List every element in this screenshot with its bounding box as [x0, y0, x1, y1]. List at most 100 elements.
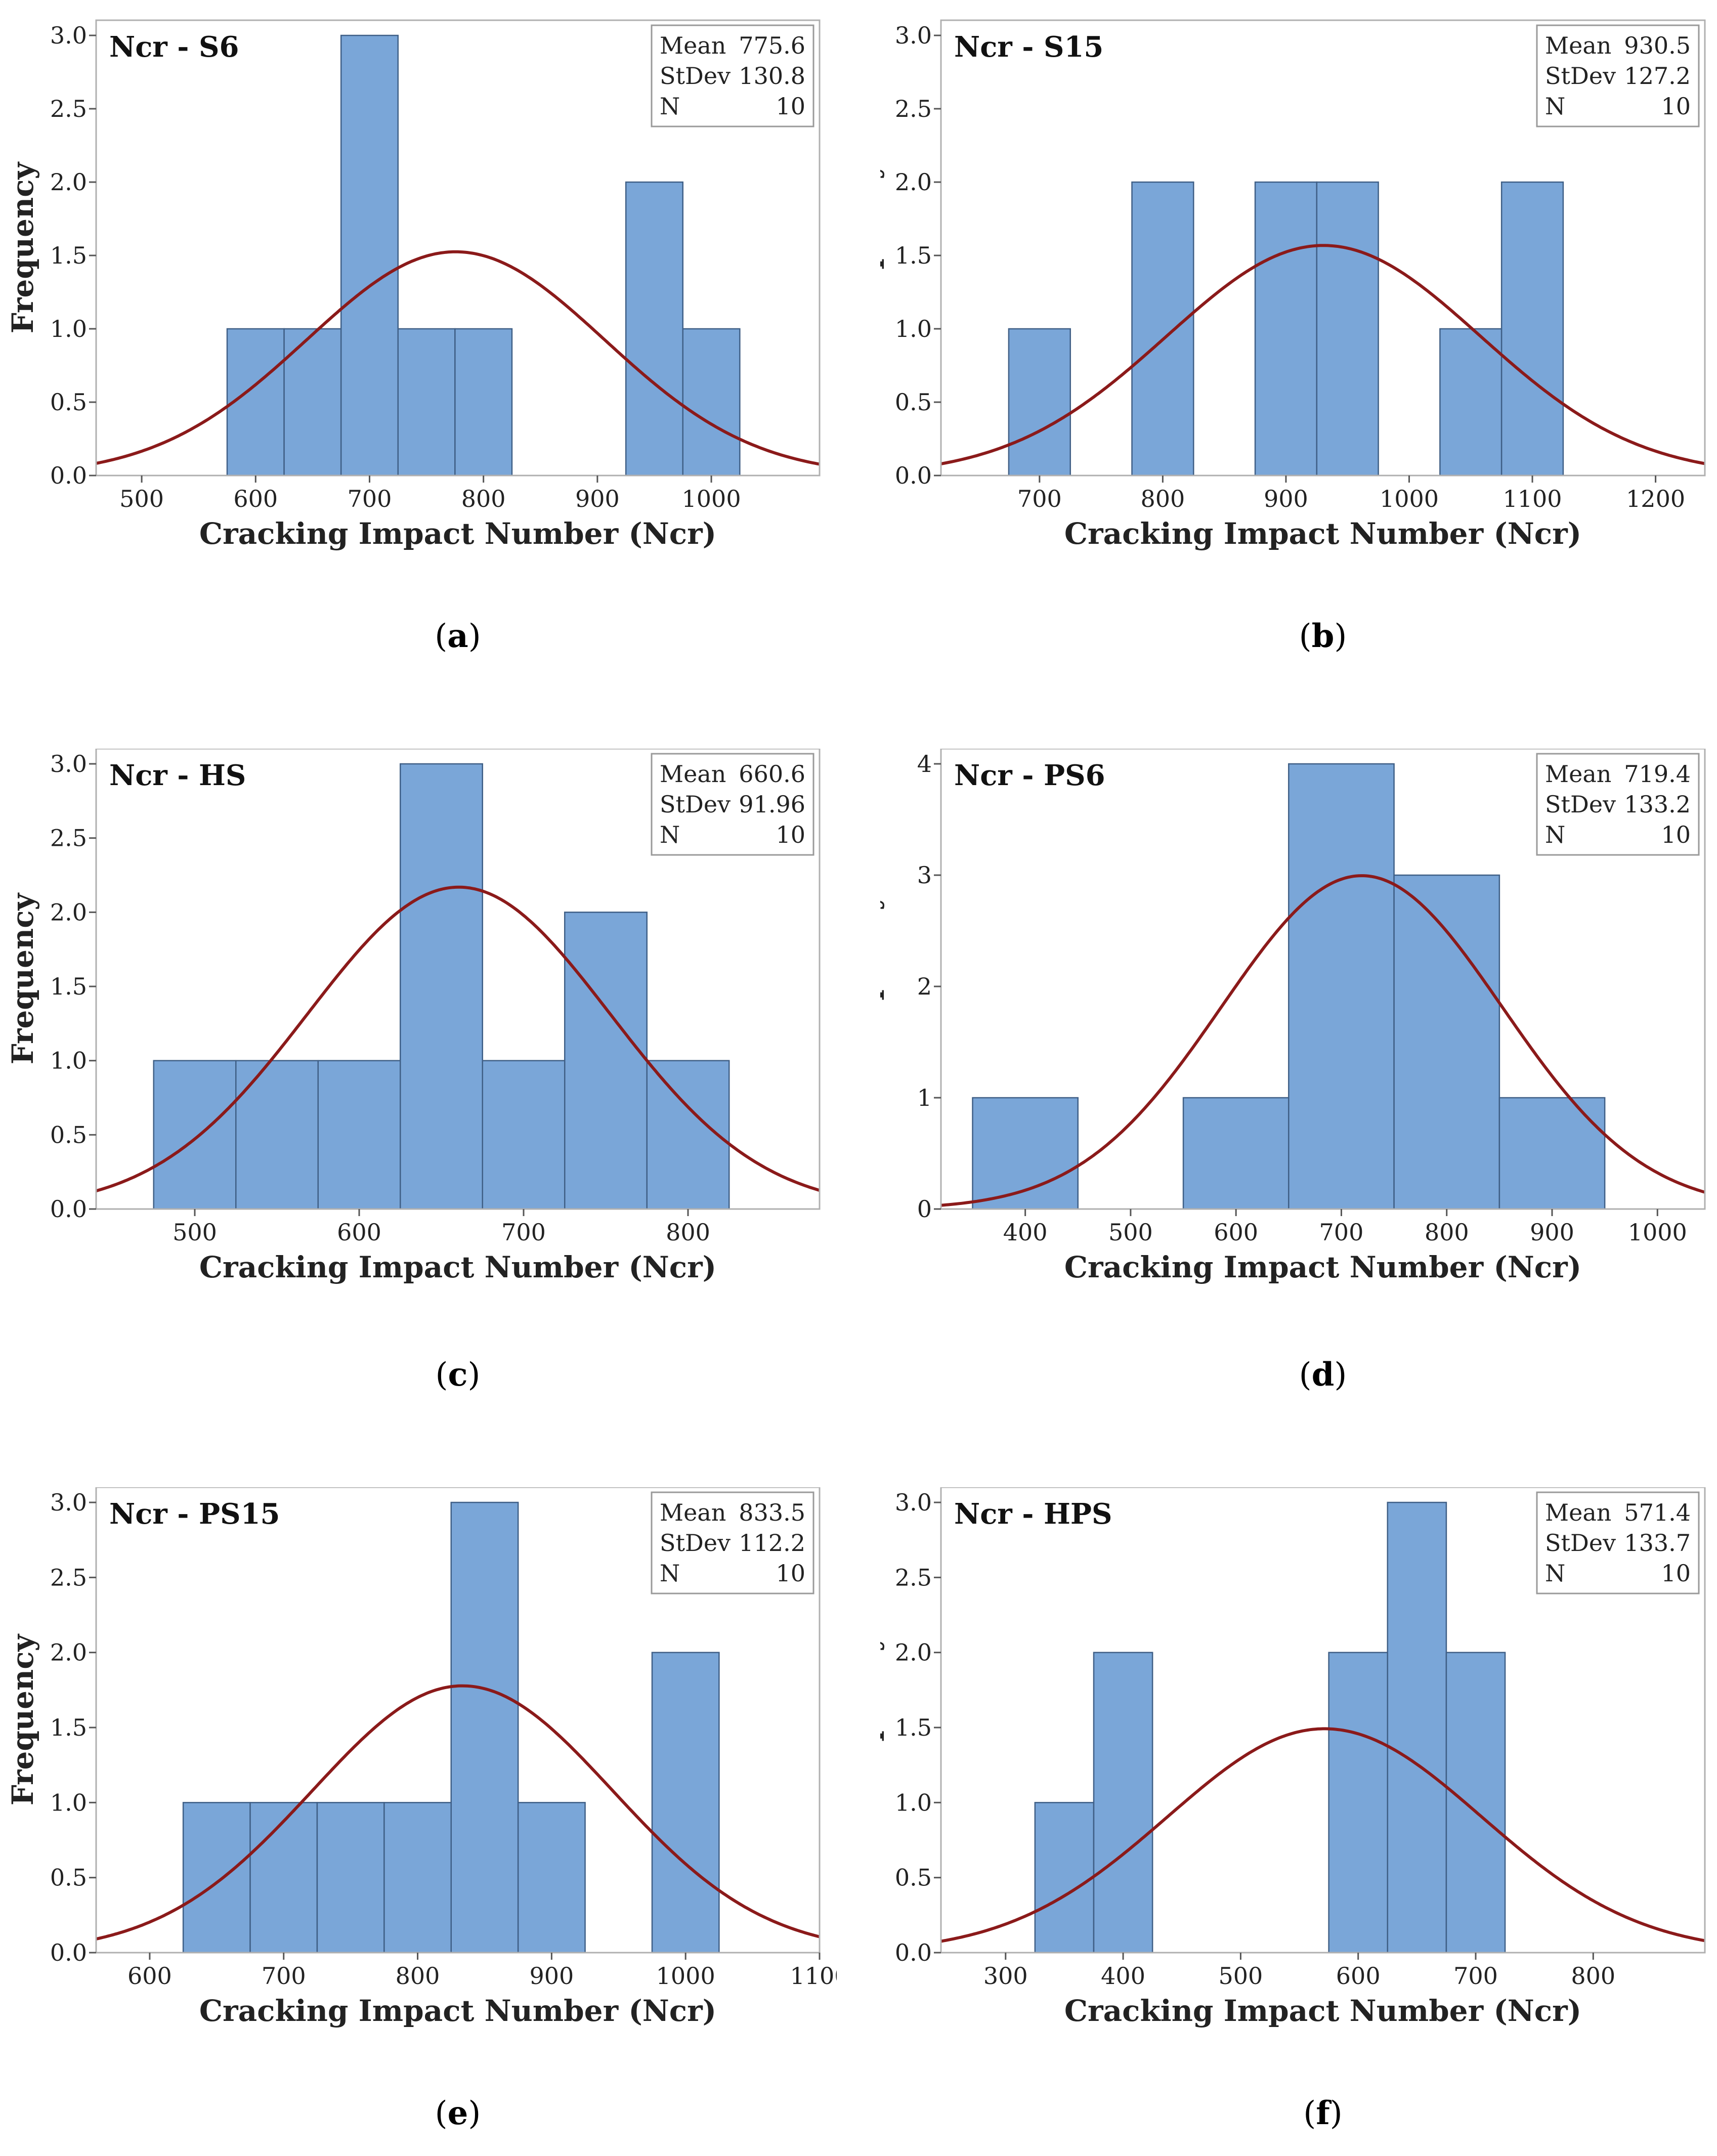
x-tick-label: 300	[983, 1962, 1028, 1990]
x-axis-label: Cracking Impact Number (Ncr)	[1064, 1994, 1581, 2028]
x-tick-label: 500	[173, 1219, 217, 1246]
stats-legend-box	[1536, 753, 1700, 856]
x-tick-label: 700	[501, 1219, 546, 1246]
histogram-bar	[482, 1060, 566, 1210]
stats-value: 10	[776, 821, 805, 848]
chart-panel-f: 0.0 0.5 1.0 1.5 2.0 2.5 3.0 300 400 500 600 700 800 C…	[850, 1486, 1717, 2066]
x-tick-label: 1000	[1380, 485, 1439, 512]
x-axis-label: Cracking Impact Number (Ncr)	[199, 1250, 716, 1284]
y-tick-label: 0	[917, 1195, 932, 1223]
x-tick-label: 600	[1214, 1219, 1258, 1246]
histogram-bar	[1008, 328, 1071, 477]
y-tick-label: 0.0	[50, 1939, 87, 1966]
histogram-bar	[1328, 1652, 1389, 1954]
histogram-bar	[235, 1060, 319, 1210]
chart-title: Ncr - HS	[109, 759, 246, 792]
panel-caption-letter: e	[447, 2094, 468, 2132]
y-tick-label: 1.5	[895, 242, 932, 269]
histogram-bar	[1439, 328, 1503, 477]
chart-panel-a: 0.0 0.5 1.0 1.5 2.0 2.5 3.0 500 600 700 800 900 1000…	[0, 10, 837, 589]
stats-value: 10	[1661, 93, 1691, 120]
stats-value: 10	[776, 1560, 805, 1587]
stats-label: Mean	[660, 1499, 726, 1526]
chart-panel-e: 0.0 0.5 1.0 1.5 2.0 2.5 3.0 600 700 800 900 1000 110…	[0, 1486, 849, 2066]
y-tick-label: 2.0	[50, 1639, 87, 1666]
normal-fit-curve	[941, 1727, 1705, 1943]
stats-value: 719.4	[1624, 760, 1691, 788]
x-tick-label: 800	[396, 1962, 440, 1990]
y-tick-label: 2.5	[50, 1564, 87, 1591]
normal-fit-curve	[96, 885, 820, 1193]
stats-label: Mean	[1545, 760, 1611, 788]
plot-border	[95, 748, 821, 1210]
stats-label: Mean	[660, 760, 726, 788]
y-tick-label: 1.5	[895, 1714, 932, 1741]
y-tick-label: 1.0	[50, 1047, 87, 1074]
stats-value: 10	[1661, 821, 1691, 848]
stats-value: 112.2	[739, 1529, 805, 1557]
x-axis-label: Cracking Impact Number (Ncr)	[199, 1994, 716, 2028]
y-tick-label: 1	[917, 1084, 932, 1111]
panel-caption: (d)	[1299, 1356, 1347, 1394]
stats-legend-box	[1536, 1491, 1700, 1594]
histogram-bar	[1034, 1802, 1095, 1954]
normal-fit-curve	[96, 1684, 820, 1941]
y-axis-label: Frequency	[6, 892, 40, 1064]
histogram-bar	[517, 1802, 586, 1954]
histogram-bar	[1288, 763, 1395, 1210]
panel-caption-letter: f	[1316, 2094, 1330, 2132]
histogram-bar	[340, 34, 399, 477]
y-tick-label: 2.0	[50, 168, 87, 196]
y-tick-label: 1.5	[50, 973, 87, 1000]
histogram-bar	[1131, 181, 1194, 477]
x-axis-label: Cracking Impact Number (Ncr)	[1064, 1250, 1581, 1284]
histogram-bar	[1500, 181, 1564, 477]
stats-label: StDev	[1545, 62, 1616, 90]
y-tick-label: 2.0	[50, 898, 87, 926]
y-tick-label: 2.0	[895, 1639, 932, 1666]
histogram-bar	[625, 181, 684, 477]
x-tick-label: 800	[461, 485, 506, 512]
histogram-bar	[1387, 1501, 1447, 1954]
stats-value: 133.2	[1624, 791, 1691, 818]
histogram-bar	[317, 1060, 401, 1210]
y-axis-label: Frequency	[6, 1633, 40, 1805]
stats-value: 775.6	[739, 32, 805, 59]
histogram-bar	[397, 328, 456, 477]
panel-caption: (b)	[1299, 617, 1347, 655]
y-tick-label: 2.5	[50, 825, 87, 852]
x-tick-label: 900	[529, 1962, 574, 1990]
stats-value: 10	[776, 93, 805, 120]
y-tick-label: 1.0	[895, 315, 932, 342]
plot-border	[95, 19, 821, 477]
x-tick-label: 700	[262, 1962, 306, 1990]
x-tick-label: 600	[337, 1219, 381, 1246]
histogram-bar	[1254, 181, 1318, 477]
y-tick-label: 2.5	[50, 95, 87, 122]
y-tick-label: 3	[917, 861, 932, 889]
histogram-bar	[454, 328, 513, 477]
stats-label: N	[1545, 93, 1565, 120]
x-tick-label: 700	[1017, 485, 1062, 512]
y-tick-label: 0.5	[895, 1864, 932, 1891]
chart-panel-d: 0 1 2 3 4 400 500 600 700 800 900 1000 Cracking Impa…	[850, 748, 1717, 1327]
histogram-bar	[249, 1802, 318, 1954]
y-tick-label: 3.0	[50, 22, 87, 49]
y-tick-label: 1.5	[50, 242, 87, 269]
stats-label: Mean	[660, 32, 726, 59]
x-tick-label: 600	[127, 1962, 172, 1990]
y-tick-label: 2.5	[895, 95, 932, 122]
histogram-bar	[450, 1501, 519, 1954]
y-tick-label: 2	[917, 973, 932, 1000]
histogram-bar	[1498, 1097, 1606, 1210]
x-tick-label: 1100	[1503, 485, 1562, 512]
panel-caption-letter: d	[1311, 1356, 1335, 1394]
chart-panel-c: 0.0 0.5 1.0 1.5 2.0 2.5 3.0 500 600 700 800 Crackin…	[0, 748, 837, 1327]
y-tick-label: 0.5	[895, 389, 932, 416]
histogram-bar	[1316, 181, 1379, 477]
panel-caption-letter: b	[1311, 617, 1335, 655]
chart-title: Ncr - S6	[109, 30, 239, 64]
x-axis-label: Cracking Impact Number (Ncr)	[199, 516, 716, 551]
plot-border	[95, 1486, 821, 1954]
stats-label: StDev	[1545, 1529, 1616, 1557]
